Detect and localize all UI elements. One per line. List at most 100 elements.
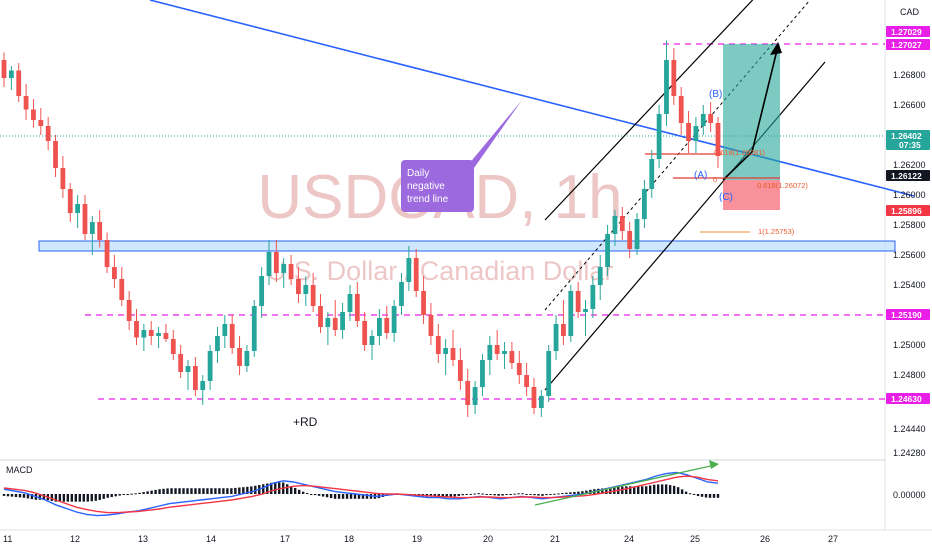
macd-histogram-bar xyxy=(549,494,552,495)
price-tick-label: 1.25800 xyxy=(893,220,926,230)
macd-histogram-bar xyxy=(66,494,70,502)
candle-body xyxy=(192,366,198,390)
candle-body xyxy=(89,222,95,234)
annotation-box xyxy=(401,160,474,212)
candle-body xyxy=(163,333,169,339)
candle-body xyxy=(347,294,353,312)
candle-body xyxy=(266,252,272,276)
macd-histogram-bar xyxy=(78,494,81,502)
candle-body xyxy=(332,318,338,330)
date-tick-label: 11 xyxy=(3,534,12,544)
price-tick-label: 1.25600 xyxy=(893,250,926,260)
candle-body xyxy=(487,345,493,360)
macd-histogram-bar xyxy=(437,494,440,496)
macd-histogram-bar xyxy=(449,494,452,497)
candle-body xyxy=(141,330,147,338)
macd-histogram-bar xyxy=(98,494,101,500)
macd-histogram-bar xyxy=(529,494,532,495)
macd-histogram-bar xyxy=(696,494,700,497)
macd-histogram-bar xyxy=(489,494,492,495)
candle-body xyxy=(561,324,566,336)
macd-histogram-bar xyxy=(42,494,46,500)
candle-body xyxy=(509,351,515,363)
macd-histogram-bar xyxy=(545,494,548,496)
macd-histogram-bar xyxy=(30,494,34,500)
macd-histogram-bar xyxy=(700,494,704,497)
candle-body xyxy=(399,282,404,306)
candle-body xyxy=(472,387,478,405)
wave-label-c: (C) xyxy=(719,192,733,203)
macd-histogram-bar xyxy=(218,488,221,494)
macd-histogram-bar xyxy=(565,492,568,494)
date-tick-label: 12 xyxy=(70,534,80,544)
macd-histogram-bar xyxy=(329,494,333,499)
macd-histogram-bar xyxy=(672,485,676,494)
macd-histogram-bar xyxy=(26,494,30,499)
price-tag-1.27027 xyxy=(886,39,930,50)
date-tick-label: 21 xyxy=(550,534,560,544)
macd-histogram-bar xyxy=(660,484,664,494)
fib-label-0: 0 xyxy=(713,175,717,184)
macd-histogram-bar xyxy=(676,487,680,494)
macd-histogram-bar xyxy=(469,493,472,495)
macd-histogram-bar xyxy=(142,492,145,494)
channel-middle-line xyxy=(544,0,811,311)
candle-body xyxy=(428,315,434,336)
macd-histogram-bar xyxy=(198,488,201,494)
macd-histogram-bar xyxy=(688,493,692,495)
macd-histogram-bar xyxy=(625,486,628,494)
candle-body xyxy=(465,381,471,405)
wave-label-b: (B) xyxy=(709,89,722,100)
macd-histogram-bar xyxy=(158,489,161,494)
candle-body xyxy=(502,351,507,354)
macd-histogram-bar xyxy=(609,487,612,494)
macd-histogram-bar xyxy=(194,488,197,494)
macd-histogram-bar xyxy=(716,494,720,498)
macd-histogram-bar xyxy=(118,494,121,496)
date-tick-label: 27 xyxy=(828,534,838,544)
macd-histogram-bar xyxy=(465,494,468,495)
macd-histogram-bar xyxy=(485,494,488,495)
price-tag-1.25896 xyxy=(886,205,930,216)
macd-divergence-arrowhead xyxy=(709,460,719,469)
candle-body xyxy=(296,279,301,294)
macd-histogram-bar xyxy=(505,494,508,495)
price-tick-label: 1.26200 xyxy=(893,160,926,170)
macd-histogram-bar xyxy=(325,494,329,498)
date-tick-label: 17 xyxy=(280,534,290,544)
macd-histogram-bar xyxy=(214,488,217,494)
macd-histogram-bar xyxy=(337,494,341,499)
candle-body xyxy=(259,276,265,306)
macd-histogram-bar xyxy=(712,494,716,498)
macd-histogram-bar xyxy=(477,493,480,495)
candle-body xyxy=(215,336,220,351)
macd-histogram-bar xyxy=(202,488,205,494)
macd-histogram-bar xyxy=(110,494,113,498)
date-tick-label: 20 xyxy=(483,534,493,544)
candles xyxy=(1,40,721,417)
macd-histogram-bar xyxy=(106,494,109,498)
macd-histogram-bar xyxy=(704,494,708,498)
price-tag-1.25190 xyxy=(886,309,930,320)
wave-label-a: (A) xyxy=(694,170,707,181)
candle-body xyxy=(8,70,14,78)
macd-histogram-bar xyxy=(513,493,516,495)
price-tag-label: 1.26122 xyxy=(891,171,922,181)
macd-histogram-bar xyxy=(305,492,309,494)
macd-histogram-bar xyxy=(345,494,349,499)
annotation-line-1: Daily xyxy=(407,168,429,179)
date-tick-label: 24 xyxy=(624,534,634,544)
macd-histogram-bar xyxy=(441,494,444,497)
candle-body xyxy=(421,291,426,315)
candle-body xyxy=(627,231,633,249)
candle-body xyxy=(546,351,552,396)
macd-histogram-bar xyxy=(293,487,297,494)
candle-body xyxy=(641,189,647,219)
candle-body xyxy=(318,306,323,327)
candle-body xyxy=(178,354,184,372)
candle-body xyxy=(60,168,66,189)
macd-histogram-bar xyxy=(242,487,245,494)
macd-histogram-bar xyxy=(577,491,580,494)
macd-histogram-bar xyxy=(680,489,684,494)
